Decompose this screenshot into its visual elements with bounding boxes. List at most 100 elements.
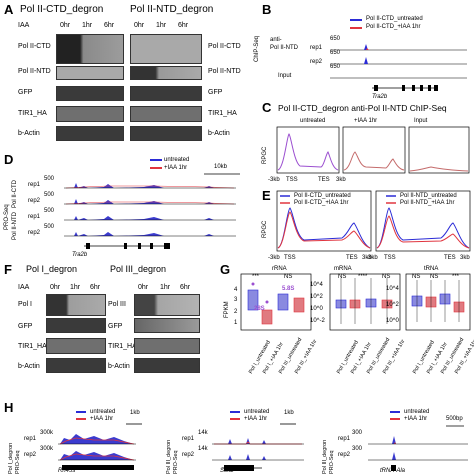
panel-g-sig-t2: NS	[430, 274, 439, 280]
panel-e-tick-2: TSS	[284, 255, 296, 261]
panel-e-tick-7: TES	[444, 255, 456, 261]
panel-h1-bar: 1kb	[130, 410, 140, 416]
panel-a-t1-l: 1hr	[82, 22, 93, 29]
panel-g-sig-t3: ***	[452, 274, 460, 280]
legend-e-ntd-untreated: Pol II-NTD_untreated	[400, 193, 457, 199]
panel-h2-group: Pol III_degron	[166, 439, 172, 474]
panel-g-sig-m1: NS	[338, 274, 347, 280]
panel-e-ylabel: RPGC	[262, 220, 268, 238]
panel-a-row-tir1: TIR1_HA	[18, 110, 47, 117]
panel-d-rep1b: rep1	[28, 214, 41, 220]
blot-a-tir1-left	[56, 106, 124, 122]
panel-h2-scale2: 14k	[198, 446, 208, 452]
panel-g-ytick-t2: 10^2	[386, 302, 399, 308]
panel-f-row-pol3: Pol III	[108, 301, 126, 308]
panel-g-ytick-m1: 10^4	[310, 282, 323, 288]
profile-c-untreated	[277, 133, 339, 171]
panel-g-ytick-r2: 3	[234, 297, 238, 303]
profile-c-input	[409, 166, 469, 172]
panel-a-row-actin-r: b-Actin	[208, 130, 230, 137]
panel-h2-rep2: rep2	[182, 452, 195, 458]
panel-g-sig-r2: NS	[284, 274, 293, 280]
panel-h1-scale2: 300k	[40, 446, 54, 452]
panel-f-iaa: IAA	[18, 284, 30, 291]
blot-f-pol1	[46, 294, 106, 316]
legend-d-untreated: untreated	[164, 157, 190, 163]
panel-c-ylabel: RPGC	[262, 146, 268, 164]
panel-b-label: B	[262, 2, 272, 17]
panel-g-facet-rrna: rRNA	[272, 266, 287, 272]
blot-f-tir1-r	[134, 338, 200, 354]
panel-h3-group: Pol III_degron	[322, 439, 328, 474]
panel-a-row-gfp: GFP	[18, 89, 33, 96]
blot-a-ntd-right	[130, 66, 202, 80]
panel-f-title-left: Pol I_degron	[26, 264, 78, 274]
panel-f-t2-l: 6hr	[90, 284, 101, 291]
panel-g-ytick-t1: 10^4	[386, 286, 399, 292]
panel-a-t0-l: 0hr	[60, 22, 71, 29]
panel-d-rep2a: rep2	[28, 198, 41, 204]
panel-c-facet-1: untreated	[300, 118, 326, 124]
panel-d-rep2b: rep2	[28, 230, 41, 236]
panel-f-row-tir1-r: TIR1_HA	[108, 343, 137, 350]
panel-d-scale4: 500	[44, 224, 55, 230]
panel-g-ytick-r4: 1	[234, 320, 238, 326]
legend-h2-untreated: untreated	[244, 409, 270, 415]
panel-b-scale1: 650	[330, 36, 341, 42]
blot-a-ctd-right	[130, 34, 202, 64]
peak-b-rep2	[364, 57, 368, 64]
panel-g-sig-m2: ****	[358, 274, 368, 280]
legend-d-treated: +IAA 1hr	[164, 165, 188, 171]
panel-a-row-tir1-r: TIR1_HA	[208, 110, 237, 117]
panel-f-t0-r: 0hr	[138, 284, 149, 291]
panel-a-row-actin: b-Actin	[18, 130, 40, 137]
panel-a-t1-r: 1hr	[156, 22, 167, 29]
panel-d-scale1: 500	[44, 176, 55, 182]
panel-e-tick-4: 3kb	[362, 255, 372, 261]
blot-a-ntd-left	[56, 66, 124, 80]
panel-b-ylabel: ChIP-Seq	[254, 35, 260, 62]
blot-a-ctd-left	[56, 34, 124, 64]
legend-h1-treated: +IAA 1hr	[90, 416, 114, 422]
panel-g-ylabel: FPKM	[224, 301, 230, 318]
panel-g-facet-trna: tRNA	[424, 266, 439, 272]
panel-b-gene: Tra2b	[372, 94, 388, 100]
legend-h3-untreated: untreated	[404, 409, 430, 415]
panel-f-t1-l: 1hr	[70, 284, 81, 291]
panel-f-label: F	[4, 262, 12, 277]
panel-d-gene	[84, 243, 170, 249]
panel-f-row-actin-r: b-Actin	[108, 363, 130, 370]
panel-h2-rep1: rep1	[182, 436, 195, 442]
panel-f-t0-l: 0hr	[50, 284, 61, 291]
panel-h1-scale1: 300k	[40, 430, 54, 436]
panel-c-tick-4: 3kb	[336, 177, 346, 183]
legend-h2-treated: +IAA 1hr	[244, 416, 268, 422]
panel-h3-scale1: 300	[352, 430, 363, 436]
panel-c-facet-3: Input	[414, 118, 428, 124]
panel-a-title-right: Pol II-NTD_degron	[130, 4, 214, 15]
panel-g-boxplots	[240, 273, 471, 331]
panel-g-ytick-r3: 2	[234, 309, 238, 315]
panel-h-track3	[368, 411, 468, 471]
blot-f-tir1-l	[46, 338, 106, 354]
panel-a-t2-r: 6hr	[178, 22, 189, 29]
panel-d-scale2: 500	[44, 192, 55, 198]
panel-h3-gene: tRNA-Ala	[380, 468, 406, 474]
panel-a-t2-l: 6hr	[104, 22, 115, 29]
panel-f-row-gfp-r: GFP	[108, 323, 123, 330]
panel-c-tick-2: TSS	[286, 177, 298, 183]
panel-d-scalebar: 10kb	[214, 164, 228, 170]
panel-a-t0-r: 0hr	[134, 22, 145, 29]
panel-c-profiles	[276, 126, 470, 174]
panel-d-group1: Pol II-CTD	[12, 179, 18, 208]
panel-b-rep1: rep1	[310, 45, 323, 51]
panel-h3-bar: 500bp	[446, 416, 463, 422]
panel-d-scale3: 500	[44, 208, 55, 214]
panel-h-track1	[58, 411, 142, 470]
panel-c-tick-1: -3kb	[268, 177, 280, 183]
panel-f-row-gfp-l: GFP	[18, 323, 33, 330]
panel-e-tick-3: TES	[346, 255, 358, 261]
panel-h1-rep1: rep1	[24, 436, 37, 442]
panel-d-label: D	[4, 152, 14, 167]
panel-f-row-pol1: Pol I	[18, 301, 33, 308]
